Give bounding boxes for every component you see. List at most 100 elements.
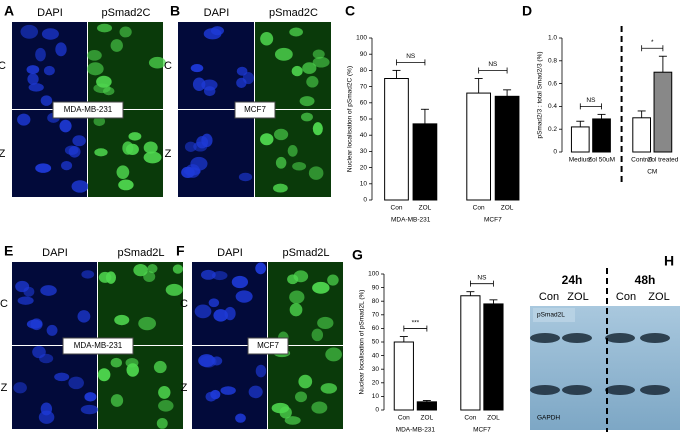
nucleus — [27, 73, 39, 85]
nucleus — [158, 400, 174, 412]
y-tick-label: 60 — [372, 325, 380, 332]
nucleus — [122, 141, 134, 155]
bar — [592, 118, 611, 153]
nucleus — [156, 417, 168, 429]
nucleus — [96, 75, 112, 88]
nucleus — [148, 56, 166, 69]
bar — [632, 117, 651, 153]
nucleus — [238, 172, 253, 182]
row-label: Z — [181, 382, 188, 394]
nucleus — [158, 385, 171, 399]
nucleus — [317, 316, 334, 330]
nucleus — [231, 275, 249, 289]
nucleus — [80, 404, 99, 415]
nucleus — [87, 62, 104, 76]
column-label: pSmad2C — [102, 7, 151, 19]
nucleus — [185, 164, 201, 178]
y-tick-label: 60 — [360, 100, 368, 107]
y-tick-label: 70 — [372, 312, 380, 319]
nucleus — [312, 56, 330, 68]
nucleus — [20, 24, 39, 39]
y-tick-label: 90 — [372, 284, 380, 291]
column-label: pSmad2L — [282, 247, 329, 259]
annotation: NS — [586, 97, 596, 104]
x-tick-label: ZOL — [487, 415, 500, 422]
nucleus — [143, 141, 158, 154]
nucleus — [298, 374, 313, 389]
band-label: GAPDH — [537, 415, 560, 422]
bar — [483, 303, 504, 411]
time-label: 48h — [635, 273, 656, 287]
band — [530, 385, 560, 395]
label-box — [247, 337, 289, 355]
lane-label: ZOL — [648, 291, 669, 303]
group-label: MDA-MB-231 — [391, 217, 431, 224]
nucleus — [26, 319, 43, 329]
band — [640, 385, 670, 395]
nucleus — [39, 353, 54, 364]
nucleus — [235, 413, 246, 423]
nucleus — [46, 324, 58, 336]
y-tick-label: 0 — [363, 197, 367, 204]
y-tick-label: 0.6 — [548, 80, 557, 87]
y-tick-label: 0.4 — [548, 103, 557, 110]
y-axis-title: pSmad2/3 : total Smad2/3 (%) — [537, 51, 544, 138]
nucleus — [208, 298, 220, 308]
nucleus — [320, 383, 338, 394]
nucleus — [248, 385, 263, 399]
y-tick-label: 80 — [360, 67, 368, 74]
nucleus — [26, 65, 40, 75]
nucleus — [255, 262, 267, 275]
y-tick-label: 1.0 — [548, 35, 557, 42]
nucleus — [311, 401, 328, 414]
panel-letter: B — [170, 3, 180, 19]
column-label: DAPI — [204, 7, 230, 19]
column-label: pSmad2L — [117, 247, 164, 259]
nucleus — [165, 283, 183, 296]
row-label: C — [0, 298, 8, 310]
nucleus — [40, 95, 53, 106]
nucleus — [43, 65, 55, 76]
nucleus — [325, 347, 342, 362]
nucleus — [308, 166, 324, 180]
band-label: pSmad2L — [537, 312, 565, 319]
nucleus — [87, 50, 102, 61]
nucleus — [210, 26, 224, 36]
y-tick-label: 90 — [360, 51, 368, 58]
nucleus — [64, 145, 79, 156]
nucleus — [212, 271, 228, 281]
panel-letter: D — [522, 3, 532, 19]
y-tick-label: 0 — [553, 149, 557, 156]
y-tick-label: 100 — [368, 271, 379, 278]
row-label: C — [0, 60, 6, 72]
nucleus — [275, 156, 287, 169]
lane-label: Con — [539, 291, 559, 303]
y-tick-label: 0.8 — [548, 58, 557, 65]
nucleus — [312, 122, 323, 136]
x-tick-label: Control — [631, 157, 653, 164]
nucleus — [294, 391, 308, 403]
nucleus — [220, 386, 236, 395]
panel-letter: A — [4, 3, 14, 19]
x-tick-label: Zol treated — [647, 157, 678, 164]
nucleus — [77, 310, 91, 323]
nucleus — [114, 314, 130, 326]
nucleus — [103, 87, 115, 96]
nucleus — [138, 316, 156, 331]
nucleus — [201, 133, 213, 148]
x-tick-label: Con — [391, 205, 403, 212]
column-label: DAPI — [37, 7, 63, 19]
image-label: MCF7 — [244, 105, 266, 114]
nucleus — [71, 180, 89, 193]
y-tick-label: 0 — [375, 407, 379, 414]
x-tick-label: Con — [464, 415, 476, 422]
image-label: MDA-MB-231 — [64, 105, 113, 114]
nucleus — [93, 116, 106, 127]
band — [530, 333, 560, 343]
lane-label: Con — [616, 291, 636, 303]
group-label: MCF7 — [484, 217, 502, 224]
column-label: DAPI — [217, 247, 243, 259]
nucleus — [235, 290, 253, 303]
nucleus — [236, 66, 248, 76]
